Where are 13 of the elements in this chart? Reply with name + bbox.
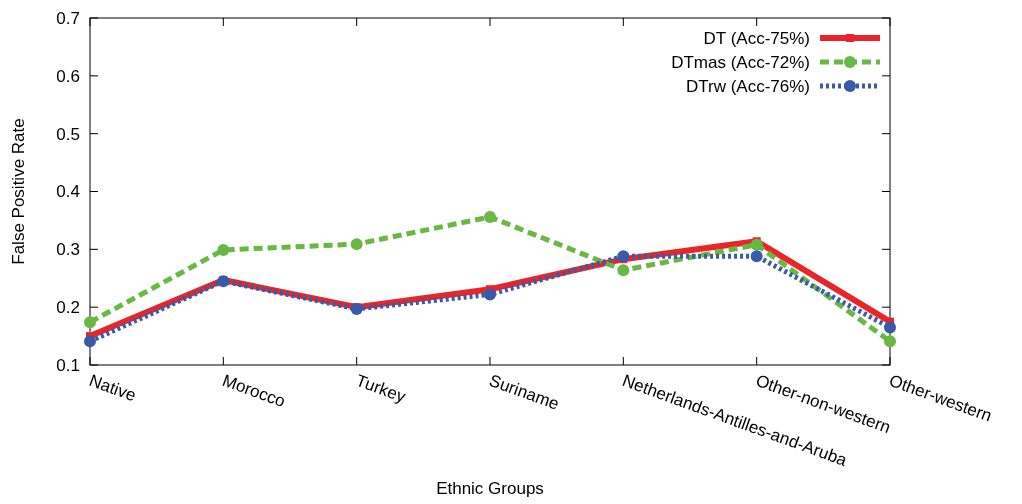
y-axis-title: False Positive Rate — [9, 118, 28, 265]
y-tick-label: 0.1 — [56, 355, 80, 375]
y-tick-label: 0.4 — [56, 182, 80, 202]
y-tick-label: 0.6 — [56, 66, 80, 86]
y-tick-label: 0.2 — [56, 298, 80, 318]
x-axis-title: Ethnic Groups — [436, 479, 544, 498]
y-tick-label: 0.7 — [56, 8, 80, 28]
legend-label: DTmas (Acc-72%) — [671, 52, 810, 72]
legend-label: DT (Acc-75%) — [703, 28, 810, 48]
x-tick-label: Native — [86, 370, 139, 406]
legend-label: DTrw (Acc-76%) — [685, 76, 810, 96]
y-tick-label: 0.5 — [56, 124, 80, 144]
y-tick-label: 0.3 — [56, 240, 80, 260]
